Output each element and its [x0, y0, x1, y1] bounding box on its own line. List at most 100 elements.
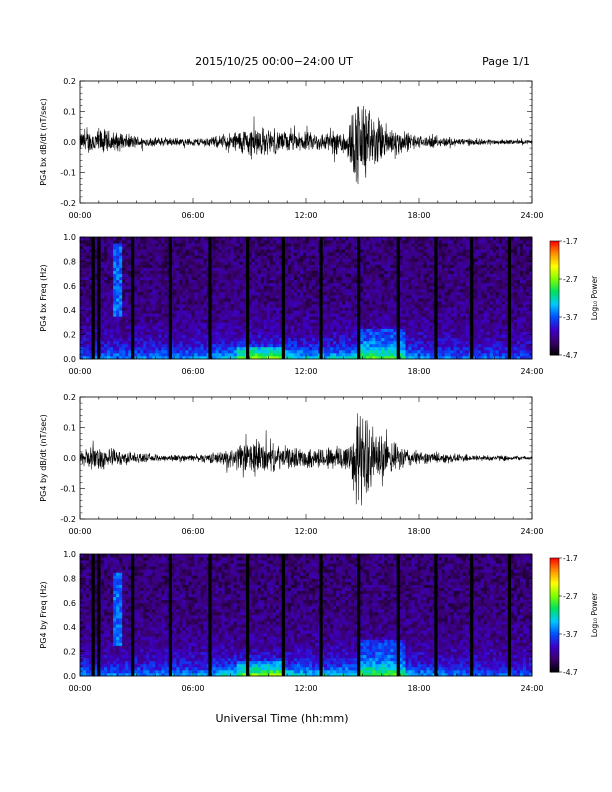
heat-cell — [203, 304, 207, 308]
heat-cell — [366, 337, 370, 342]
heat-cell — [83, 349, 87, 354]
heat-cell — [299, 331, 304, 335]
heat-cell — [86, 243, 90, 247]
heat-cell — [444, 288, 449, 293]
heat-cell — [272, 298, 277, 302]
heat-cell — [402, 261, 406, 265]
heat-cell — [80, 279, 84, 284]
heat-cell — [315, 288, 319, 293]
heat-cell — [110, 325, 114, 329]
heat-cell — [230, 237, 235, 241]
heat-cell — [384, 258, 388, 262]
heat-cell — [155, 310, 159, 314]
heat-cell — [333, 316, 337, 320]
heat-cell — [423, 349, 427, 354]
heat-cell — [345, 261, 349, 265]
heat-cell — [438, 243, 442, 247]
heat-cell — [137, 258, 141, 262]
heat-cell — [218, 316, 223, 320]
heat-cell — [290, 246, 295, 250]
heat-cell — [185, 261, 189, 265]
heat-cell — [336, 264, 340, 268]
heat-cell — [140, 249, 144, 253]
heat-cell — [429, 334, 433, 339]
heat-cell — [215, 279, 220, 284]
heat-cell — [173, 267, 177, 271]
heat-cell — [176, 294, 180, 299]
heat-cell — [257, 288, 262, 293]
heat-cell — [405, 285, 409, 290]
heat-cell — [86, 249, 90, 253]
heat-cell — [227, 328, 232, 332]
heat-cell — [390, 313, 394, 317]
heat-cell — [275, 349, 280, 354]
heat-cell — [188, 322, 192, 326]
heat-cell — [372, 334, 376, 339]
heat-cell — [269, 282, 274, 287]
heat-cell — [224, 340, 229, 345]
heat-cell — [218, 298, 223, 302]
heat-cell — [113, 273, 117, 278]
heat-cell — [284, 355, 289, 360]
heat-cell — [342, 249, 346, 253]
heat-cell — [107, 343, 111, 348]
heat-cell — [414, 270, 418, 274]
heat-cell — [293, 270, 298, 274]
heat-cell — [345, 273, 349, 278]
heat-cell — [275, 240, 280, 244]
heat-cell — [330, 255, 334, 259]
heat-cell — [164, 288, 168, 293]
heat-cell — [140, 282, 144, 287]
heat-cell — [116, 252, 120, 256]
heat-cell — [218, 301, 223, 305]
heat-cell — [101, 343, 105, 348]
heat-cell — [399, 261, 403, 265]
heat-cell — [89, 273, 93, 278]
heat-cell — [363, 343, 367, 348]
heat-cell — [405, 313, 409, 317]
heat-cell — [272, 288, 277, 293]
heat-cell — [351, 352, 355, 357]
heat-cell — [137, 340, 141, 345]
heat-cell — [327, 249, 331, 253]
heat-cell — [272, 258, 277, 262]
heat-cell — [348, 258, 352, 262]
heat-cell — [215, 261, 220, 265]
heat-cell — [113, 255, 117, 259]
heat-cell — [420, 325, 424, 329]
heat-cell — [218, 294, 223, 299]
heat-cell — [378, 352, 382, 357]
heat-cell — [203, 276, 207, 281]
heat-cell — [233, 246, 238, 250]
heat-cell — [176, 355, 180, 360]
heat-cell — [429, 246, 433, 250]
heat-cell — [384, 355, 388, 360]
heat-cell — [330, 313, 334, 317]
heat-cell — [155, 249, 159, 253]
heat-cell — [399, 316, 403, 320]
heat-cell — [83, 322, 87, 326]
heat-cell — [233, 282, 238, 287]
heat-cell — [164, 252, 168, 256]
heat-cell — [110, 349, 114, 354]
heat-cell — [107, 237, 111, 241]
heat-cell — [263, 319, 268, 323]
heat-cell — [260, 276, 265, 281]
x-tick-label: 00:00 — [68, 211, 91, 220]
heat-cell — [330, 276, 334, 281]
heat-cell — [122, 343, 126, 348]
heat-cell — [215, 322, 220, 326]
heat-cell — [170, 307, 174, 311]
heat-cell — [420, 249, 424, 253]
heat-cell — [426, 285, 430, 290]
heat-cell — [339, 346, 343, 351]
heat-cell — [137, 346, 141, 351]
heat-cell — [345, 267, 349, 271]
heat-cell — [369, 258, 373, 262]
heat-cell — [315, 304, 319, 308]
heat-cell — [128, 337, 132, 342]
heat-cell — [272, 267, 277, 271]
heat-cell — [248, 285, 253, 290]
heat-cell — [221, 331, 226, 335]
heat-cell — [426, 270, 430, 274]
